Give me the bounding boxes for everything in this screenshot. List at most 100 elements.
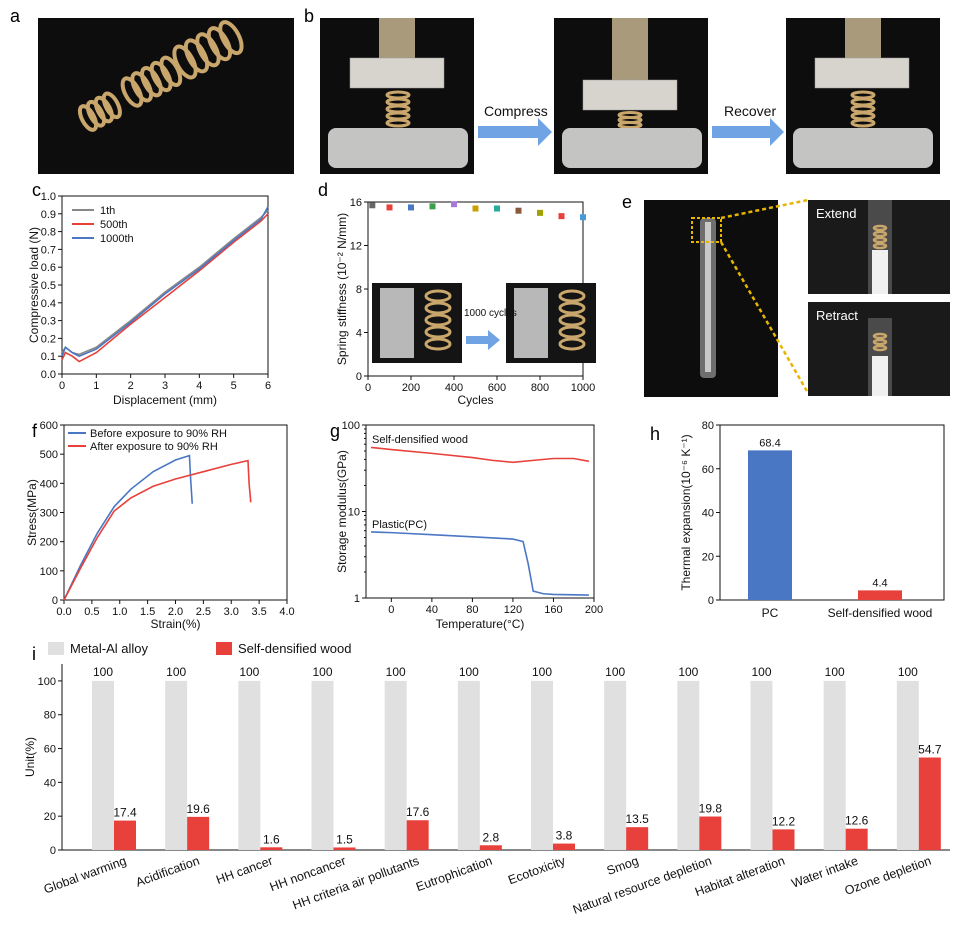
x-tick-label: 200 <box>402 382 420 394</box>
bar-value-label: 100 <box>239 665 259 679</box>
bar-value-label: 19.8 <box>699 802 723 816</box>
y-tick-label: 20 <box>702 551 714 563</box>
x-tick-label: 0.0 <box>56 606 71 618</box>
data-point <box>537 209 543 216</box>
series-label: Self-densified wood <box>372 434 468 446</box>
retract-label: Retract <box>816 308 858 323</box>
compress-label: Compress <box>484 103 548 119</box>
bar-value-label: 100 <box>459 665 479 679</box>
x-tick-label: 5 <box>231 380 237 392</box>
legend-label: 1000th <box>100 233 134 245</box>
x-tick-label: 800 <box>531 382 549 394</box>
x-tick-label: 200 <box>585 604 603 616</box>
bar-value-label: 54.7 <box>918 743 942 757</box>
y-tick-label: 500 <box>40 449 58 461</box>
panel-letter-f: f <box>32 421 38 441</box>
panel-letter-h: h <box>650 424 660 444</box>
category-label: Self-densified wood <box>828 606 933 620</box>
x-tick-label: 0.5 <box>84 606 99 618</box>
x-tick-label: 1.5 <box>140 606 155 618</box>
arrow-compress <box>478 118 552 146</box>
y-tick-label: 400 <box>40 478 58 490</box>
y-tick-label: 8 <box>356 284 362 296</box>
chart-c: 0 1 2 3 4 5 6 0.0 0.1 0.2 0.3 0.4 0.5 0.6 0.7 0.8 0.9 1.0… <box>27 191 271 407</box>
bar <box>748 450 792 600</box>
series-label: Plastic(PC) <box>372 519 427 531</box>
x-tick-label: 4.0 <box>279 606 294 618</box>
bar-value-label: 17.4 <box>113 806 137 820</box>
bar-metal-al <box>604 680 627 850</box>
y-tick-label: 10 <box>348 507 360 519</box>
chart-h: 0 20 40 60 80 68.4 PC 4.4 Self-densified wood The… <box>679 420 945 620</box>
data-point <box>369 202 376 209</box>
x-tick-label: 0 <box>365 382 371 394</box>
y-tick-label: 100 <box>342 420 360 432</box>
bar-metal-al <box>677 680 700 850</box>
cycles-inset-label: 1000 cycles <box>464 308 517 319</box>
y-tick-label: 0 <box>50 845 56 857</box>
x-tick-label: 4 <box>196 380 202 392</box>
y-tick-label: 0.3 <box>41 316 56 328</box>
data-point <box>386 204 393 211</box>
recover-label: Recover <box>724 103 776 119</box>
bar-self-densified-wood <box>699 816 722 850</box>
chart-g: 0 40 80 120 160 200 1 10 100 Self-densified wood P… <box>335 420 603 631</box>
category-label: PC <box>762 606 779 620</box>
bar-value-label: 68.4 <box>759 437 780 449</box>
bar-value-label: 4.4 <box>872 577 887 589</box>
y-tick-label: 100 <box>40 566 58 578</box>
y-axis-label: Storage modulus(GPa) <box>335 450 349 573</box>
bar-metal-al <box>238 680 261 850</box>
bar-value-label: 100 <box>678 665 698 679</box>
chart-f: 0.0 0.5 1.0 1.5 2.0 2.5 3.0 3.5 4.0 0 100 200 300 400… <box>25 420 295 631</box>
legend-swatch <box>216 642 232 655</box>
bar-self-densified-wood <box>187 816 210 850</box>
photo-compressed <box>554 18 708 174</box>
y-tick-label: 80 <box>702 420 714 432</box>
series-line <box>371 531 589 596</box>
y-axis-label: Spring stiffness (10⁻² N/mm) <box>335 213 349 365</box>
panel-letter-c: c <box>32 180 41 200</box>
bar-value-label: 100 <box>532 665 552 679</box>
photo-compress-before <box>320 18 474 174</box>
bar-metal-al <box>165 680 188 850</box>
x-tick-label: 6 <box>265 380 271 392</box>
y-axis-label: Stress(MPa) <box>25 479 39 546</box>
panel-letter-i: i <box>32 644 36 664</box>
panel-letter-b: b <box>304 6 314 26</box>
y-tick-label: 0.4 <box>41 298 56 310</box>
y-tick-label: 4 <box>356 328 362 340</box>
panel-letter-e: e <box>622 192 632 212</box>
x-tick-label: 40 <box>426 604 438 616</box>
y-tick-label: 0 <box>52 595 58 607</box>
medium-spring <box>120 55 183 108</box>
y-tick-label: 0 <box>708 595 714 607</box>
bar-self-densified-wood <box>260 847 283 850</box>
panel-letter-d: d <box>318 180 328 200</box>
bar-self-densified-wood <box>114 820 136 850</box>
x-tick-label: 2.5 <box>196 606 211 618</box>
y-tick-label: 300 <box>40 508 58 520</box>
y-tick-label: 12 <box>350 241 362 253</box>
y-tick-label: 0.6 <box>41 262 56 274</box>
bar-value-label: 13.5 <box>625 812 649 826</box>
data-point <box>494 205 500 212</box>
bar-value-label: 12.2 <box>772 814 796 828</box>
bar-value-label: 17.6 <box>406 805 430 819</box>
data-point <box>515 207 522 214</box>
bar-value-label: 100 <box>605 665 625 679</box>
small-spring <box>77 91 122 132</box>
inset-photo-before <box>372 283 462 363</box>
bar-self-densified-wood <box>553 843 575 850</box>
data-point <box>429 203 436 210</box>
x-axis-label: Strain(%) <box>150 617 200 631</box>
inset-arrow <box>466 330 500 350</box>
bar-self-densified-wood <box>479 845 502 850</box>
y-tick-label: 0.8 <box>41 227 56 239</box>
photo-extend <box>808 200 950 294</box>
bar-value-label: 100 <box>825 665 845 679</box>
chart-d: 0 200 400 600 800 1000 0 4 8 12 16 Cycles Spring sti… <box>335 197 595 407</box>
arrow-recover <box>712 118 784 146</box>
data-point <box>580 214 586 221</box>
